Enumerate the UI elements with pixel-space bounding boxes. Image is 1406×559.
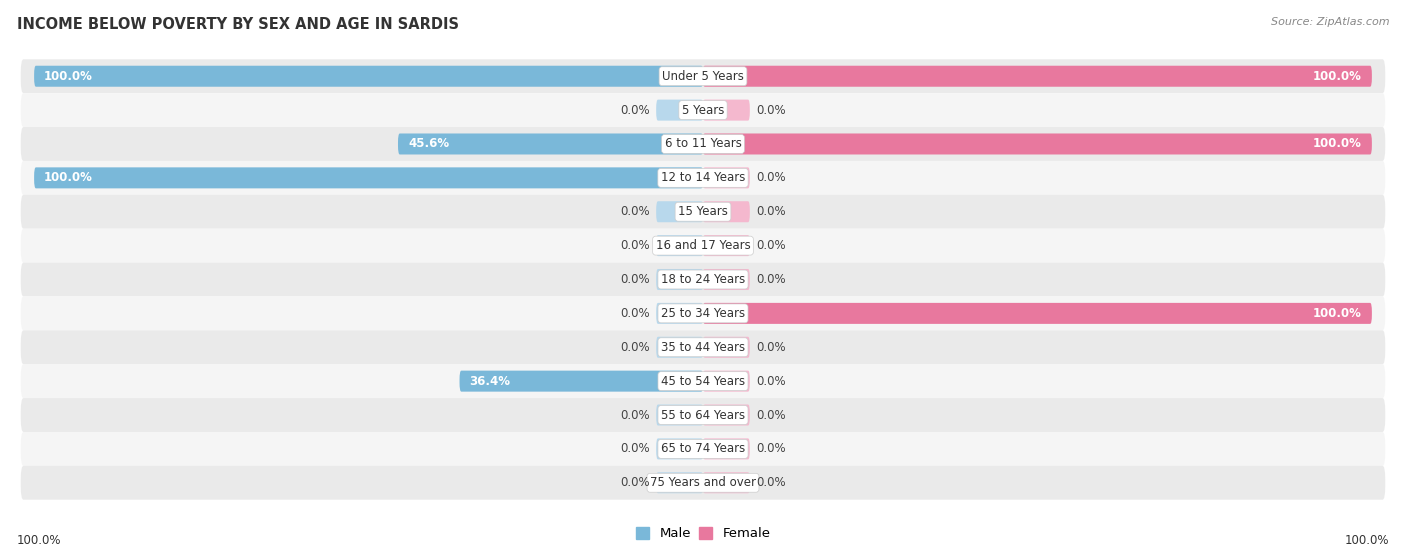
Text: 0.0%: 0.0% — [756, 409, 786, 421]
Text: 100.0%: 100.0% — [1313, 138, 1362, 150]
FancyBboxPatch shape — [21, 195, 1385, 229]
FancyBboxPatch shape — [21, 161, 1385, 195]
Text: 0.0%: 0.0% — [756, 442, 786, 456]
FancyBboxPatch shape — [703, 303, 1372, 324]
Text: 0.0%: 0.0% — [620, 442, 650, 456]
Text: Under 5 Years: Under 5 Years — [662, 70, 744, 83]
FancyBboxPatch shape — [703, 371, 749, 392]
FancyBboxPatch shape — [21, 364, 1385, 398]
FancyBboxPatch shape — [460, 371, 703, 392]
Text: 75 Years and over: 75 Years and over — [650, 476, 756, 489]
FancyBboxPatch shape — [657, 303, 703, 324]
FancyBboxPatch shape — [657, 337, 703, 358]
Text: Source: ZipAtlas.com: Source: ZipAtlas.com — [1271, 17, 1389, 27]
FancyBboxPatch shape — [657, 235, 703, 256]
FancyBboxPatch shape — [657, 100, 703, 121]
Text: 0.0%: 0.0% — [620, 476, 650, 489]
Text: 100.0%: 100.0% — [17, 534, 62, 547]
FancyBboxPatch shape — [657, 472, 703, 493]
Text: 18 to 24 Years: 18 to 24 Years — [661, 273, 745, 286]
Text: 0.0%: 0.0% — [620, 341, 650, 354]
FancyBboxPatch shape — [34, 66, 703, 87]
Text: 0.0%: 0.0% — [756, 273, 786, 286]
FancyBboxPatch shape — [21, 398, 1385, 432]
FancyBboxPatch shape — [703, 269, 749, 290]
Text: 0.0%: 0.0% — [620, 409, 650, 421]
Text: 0.0%: 0.0% — [620, 239, 650, 252]
FancyBboxPatch shape — [703, 201, 749, 222]
Text: 0.0%: 0.0% — [756, 341, 786, 354]
Text: 0.0%: 0.0% — [620, 307, 650, 320]
Text: 6 to 11 Years: 6 to 11 Years — [665, 138, 741, 150]
Text: 45.6%: 45.6% — [408, 138, 449, 150]
FancyBboxPatch shape — [21, 127, 1385, 161]
FancyBboxPatch shape — [703, 438, 749, 459]
FancyBboxPatch shape — [703, 405, 749, 425]
Text: 100.0%: 100.0% — [1344, 534, 1389, 547]
Text: 0.0%: 0.0% — [756, 476, 786, 489]
Text: 100.0%: 100.0% — [44, 172, 93, 184]
FancyBboxPatch shape — [657, 269, 703, 290]
Text: 100.0%: 100.0% — [44, 70, 93, 83]
FancyBboxPatch shape — [21, 59, 1385, 93]
FancyBboxPatch shape — [703, 235, 749, 256]
FancyBboxPatch shape — [398, 134, 703, 154]
Text: 25 to 34 Years: 25 to 34 Years — [661, 307, 745, 320]
Text: 16 and 17 Years: 16 and 17 Years — [655, 239, 751, 252]
FancyBboxPatch shape — [21, 432, 1385, 466]
Text: 15 Years: 15 Years — [678, 205, 728, 218]
FancyBboxPatch shape — [657, 405, 703, 425]
FancyBboxPatch shape — [34, 167, 703, 188]
Text: 0.0%: 0.0% — [620, 103, 650, 117]
FancyBboxPatch shape — [703, 66, 1372, 87]
FancyBboxPatch shape — [21, 296, 1385, 330]
Text: 0.0%: 0.0% — [620, 273, 650, 286]
FancyBboxPatch shape — [703, 472, 749, 493]
Text: 100.0%: 100.0% — [1313, 307, 1362, 320]
Text: 0.0%: 0.0% — [756, 103, 786, 117]
Text: 0.0%: 0.0% — [756, 375, 786, 387]
FancyBboxPatch shape — [21, 466, 1385, 500]
Text: 65 to 74 Years: 65 to 74 Years — [661, 442, 745, 456]
FancyBboxPatch shape — [703, 337, 749, 358]
FancyBboxPatch shape — [21, 93, 1385, 127]
Text: 0.0%: 0.0% — [756, 205, 786, 218]
Text: 0.0%: 0.0% — [620, 205, 650, 218]
FancyBboxPatch shape — [657, 201, 703, 222]
FancyBboxPatch shape — [21, 330, 1385, 364]
FancyBboxPatch shape — [21, 229, 1385, 263]
Text: 100.0%: 100.0% — [1313, 70, 1362, 83]
Text: 12 to 14 Years: 12 to 14 Years — [661, 172, 745, 184]
Text: 36.4%: 36.4% — [470, 375, 510, 387]
Text: 5 Years: 5 Years — [682, 103, 724, 117]
Legend: Male, Female: Male, Female — [630, 522, 776, 546]
Text: 0.0%: 0.0% — [756, 239, 786, 252]
FancyBboxPatch shape — [21, 263, 1385, 296]
FancyBboxPatch shape — [703, 100, 749, 121]
Text: 55 to 64 Years: 55 to 64 Years — [661, 409, 745, 421]
Text: 35 to 44 Years: 35 to 44 Years — [661, 341, 745, 354]
FancyBboxPatch shape — [703, 134, 1372, 154]
FancyBboxPatch shape — [657, 438, 703, 459]
Text: INCOME BELOW POVERTY BY SEX AND AGE IN SARDIS: INCOME BELOW POVERTY BY SEX AND AGE IN S… — [17, 17, 458, 32]
Text: 45 to 54 Years: 45 to 54 Years — [661, 375, 745, 387]
Text: 0.0%: 0.0% — [756, 172, 786, 184]
FancyBboxPatch shape — [703, 167, 749, 188]
